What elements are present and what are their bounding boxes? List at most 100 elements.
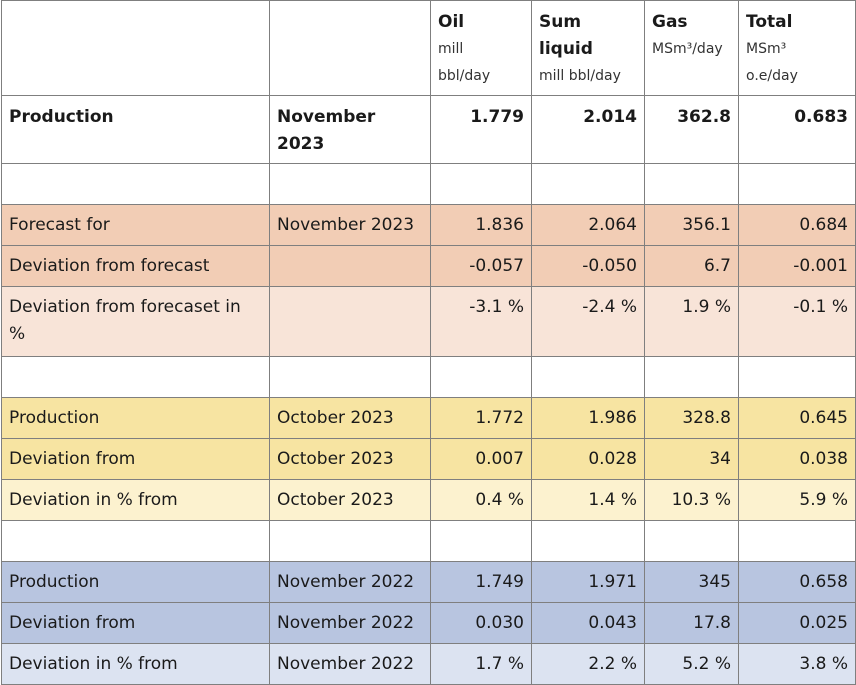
row-gas: 10.3 %	[644, 479, 739, 521]
spacer-cell	[644, 163, 739, 205]
row-sum-liquid: 0.028	[531, 438, 645, 480]
spacer-cell	[430, 356, 532, 398]
spacer-cell	[738, 520, 856, 562]
spacer-cell	[269, 356, 431, 398]
header-row: Oil mill bbl/day Sum liquid mill bbl/day…	[1, 0, 856, 96]
row-period: November 2022	[269, 561, 431, 603]
spacer-cell	[430, 520, 532, 562]
row-gas: 17.8	[644, 602, 739, 644]
row-total: 0.025	[738, 602, 856, 644]
row-label: Deviation in % from	[1, 643, 270, 685]
production-gas: 362.8	[644, 95, 739, 164]
spacer-row	[1, 163, 856, 205]
row-total: -0.001	[738, 245, 856, 287]
row-period: October 2023	[269, 397, 431, 439]
spacer-row	[1, 520, 856, 562]
production-period-year: 2023	[277, 134, 325, 154]
row-total: 0.645	[738, 397, 856, 439]
production-oil: 1.779	[430, 95, 532, 164]
production-period-month: November	[277, 107, 376, 127]
spacer-cell	[531, 520, 645, 562]
oil-unit-2: bbl/day	[438, 68, 491, 84]
row-gas: 34	[644, 438, 739, 480]
spacer-cell	[430, 163, 532, 205]
row-total: 5.9 %	[738, 479, 856, 521]
header-sum-liquid: Sum liquid mill bbl/day	[531, 0, 645, 96]
row-total: -0.1 %	[738, 286, 856, 357]
row-gas: 328.8	[644, 397, 739, 439]
row-sum-liquid: 1.971	[531, 561, 645, 603]
row-period: October 2023	[269, 438, 431, 480]
row-sum-liquid: -0.050	[531, 245, 645, 287]
row-period	[269, 245, 431, 287]
row-label: Deviation in % from	[1, 479, 270, 521]
row-label: Deviation from forecast	[1, 245, 270, 287]
spacer-cell	[1, 163, 270, 205]
total-unit-1: MSm³	[746, 41, 787, 57]
header-oil: Oil mill bbl/day	[430, 0, 532, 96]
production-current-row: Production November 2023 1.779 2.014 362…	[1, 95, 856, 164]
row-period: November 2022	[269, 643, 431, 685]
spacer-cell	[738, 356, 856, 398]
row-oil: 0.030	[430, 602, 532, 644]
table-row: Deviation from forecaset in % -3.1 % -2.…	[1, 286, 856, 357]
row-label: Deviation from forecaset in %	[1, 286, 270, 357]
row-label: Production	[1, 561, 270, 603]
row-total: 3.8 %	[738, 643, 856, 685]
total-title: Total	[746, 12, 793, 32]
oil-title: Oil	[438, 12, 465, 32]
spacer-cell	[644, 356, 739, 398]
row-sum-liquid: 1.986	[531, 397, 645, 439]
row-gas: 5.2 %	[644, 643, 739, 685]
spacer-cell	[1, 356, 270, 398]
production-label: Production	[1, 95, 270, 164]
spacer-cell	[738, 163, 856, 205]
row-label: Deviation from	[1, 438, 270, 480]
header-empty-period	[269, 0, 431, 96]
table-row: Production October 2023 1.772 1.986 328.…	[1, 397, 856, 439]
row-oil: 0.4 %	[430, 479, 532, 521]
total-unit-2: o.e/day	[746, 68, 798, 84]
table-row: Forecast for November 2023 1.836 2.064 3…	[1, 204, 856, 246]
row-oil: 0.007	[430, 438, 532, 480]
row-label: Production	[1, 397, 270, 439]
header-gas: Gas MSm³/day	[644, 0, 739, 96]
spacer-cell	[1, 520, 270, 562]
row-total: 0.684	[738, 204, 856, 246]
row-gas: 1.9 %	[644, 286, 739, 357]
spacer-cell	[644, 520, 739, 562]
row-sum-liquid: 2.064	[531, 204, 645, 246]
header-empty-label	[1, 0, 270, 96]
row-oil: 1.772	[430, 397, 532, 439]
row-gas: 345	[644, 561, 739, 603]
gas-unit: MSm³/day	[652, 41, 723, 57]
spacer-row	[1, 356, 856, 398]
row-gas: 356.1	[644, 204, 739, 246]
row-sum-liquid: 2.2 %	[531, 643, 645, 685]
row-total: 0.038	[738, 438, 856, 480]
table-row: Deviation from November 2022 0.030 0.043…	[1, 602, 856, 644]
sum-liquid-title-1: Sum	[539, 12, 582, 32]
row-period: November 2023	[269, 204, 431, 246]
table-row: Deviation from forecast -0.057 -0.050 6.…	[1, 245, 856, 287]
row-oil: -0.057	[430, 245, 532, 287]
row-period: October 2023	[269, 479, 431, 521]
row-oil: 1.749	[430, 561, 532, 603]
spacer-cell	[531, 356, 645, 398]
row-oil: -3.1 %	[430, 286, 532, 357]
spacer-cell	[269, 520, 431, 562]
header-total: Total MSm³ o.e/day	[738, 0, 856, 96]
sum-liquid-title-2: liquid	[539, 39, 593, 59]
production-sum-liquid: 2.014	[531, 95, 645, 164]
table-row: Deviation in % from October 2023 0.4 % 1…	[1, 479, 856, 521]
row-oil: 1.7 %	[430, 643, 532, 685]
table-row: Deviation from October 2023 0.007 0.028 …	[1, 438, 856, 480]
gas-title: Gas	[652, 12, 688, 32]
table-row: Production November 2022 1.749 1.971 345…	[1, 561, 856, 603]
row-total: 0.658	[738, 561, 856, 603]
spacer-cell	[531, 163, 645, 205]
production-total: 0.683	[738, 95, 856, 164]
row-period: November 2022	[269, 602, 431, 644]
row-label: Forecast for	[1, 204, 270, 246]
